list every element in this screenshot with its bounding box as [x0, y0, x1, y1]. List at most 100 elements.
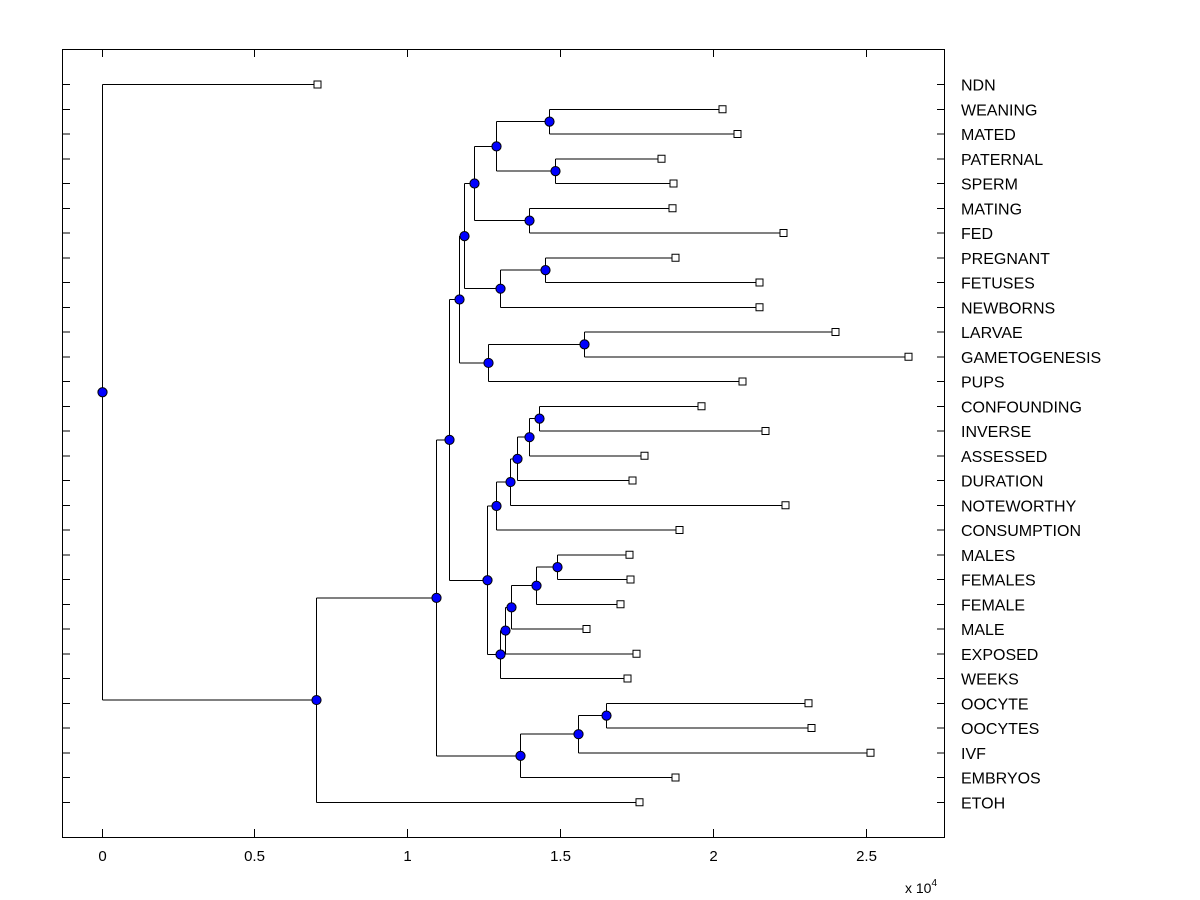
- leaf-marker-pups: [738, 377, 747, 386]
- leaf-label-inverse: INVERSE: [961, 424, 1031, 441]
- node-marker-n17: [552, 562, 563, 573]
- leaf-label-newborns: NEWBORNS: [961, 300, 1055, 317]
- leaf-label-oocytes: OOCYTES: [961, 721, 1039, 738]
- node-marker-n2: [550, 166, 561, 177]
- leaf-label-females: FEMALES: [961, 573, 1036, 590]
- leaf-marker-newborns: [755, 303, 764, 312]
- node-marker-n14: [512, 453, 523, 464]
- node-marker-n12: [534, 413, 545, 424]
- leaf-label-ndn: NDN: [961, 78, 996, 95]
- leaf-marker-exposed: [632, 649, 641, 658]
- leaf-marker-embryos: [671, 773, 680, 782]
- node-marker-n16: [491, 500, 502, 512]
- leaf-marker-ivf: [866, 748, 875, 757]
- leaf-marker-males: [625, 550, 634, 559]
- leaf-label-exposed: EXPOSED: [961, 647, 1038, 664]
- leaf-marker-sperm: [669, 179, 678, 188]
- leaf-label-assessed: ASSESSED: [961, 449, 1047, 466]
- leaf-marker-weaning: [718, 105, 727, 114]
- node-marker-n24: [601, 710, 612, 721]
- leaf-label-sperm: SPERM: [961, 177, 1018, 194]
- node-marker-n7: [495, 283, 506, 294]
- node-marker-n10: [483, 357, 494, 369]
- leaf-marker-females: [626, 575, 635, 584]
- leaf-marker-oocytes: [807, 724, 816, 732]
- node-marker-n29: [97, 387, 108, 398]
- leaf-label-mating: MATING: [961, 201, 1022, 218]
- x-tick-label: 2: [709, 848, 717, 865]
- leaf-marker-gametogenesis: [904, 352, 913, 361]
- node-marker-n11: [454, 294, 465, 305]
- x-tick-label: 0: [98, 848, 106, 865]
- leaf-label-embryos: EMBRYOS: [961, 771, 1041, 788]
- leaf-marker-male: [582, 625, 591, 633]
- leaf-label-gametogenesis: GAMETOGENESIS: [961, 350, 1101, 367]
- plot-frame: [62, 49, 945, 838]
- leaf-label-males: MALES: [961, 548, 1015, 565]
- leaf-label-fetuses: FETUSES: [961, 276, 1035, 293]
- leaf-marker-ndn: [313, 80, 322, 89]
- leaf-marker-pregnant: [671, 253, 680, 262]
- node-marker-n15: [505, 476, 516, 488]
- x-tick-label: 0.5: [244, 848, 265, 865]
- node-marker-n22: [482, 575, 493, 586]
- leaf-label-pups: PUPS: [961, 375, 1005, 392]
- leaf-marker-assessed: [640, 451, 649, 460]
- leaf-label-fed: FED: [961, 226, 993, 243]
- leaf-marker-mated: [733, 130, 742, 138]
- leaf-label-etoh: ETOH: [961, 795, 1005, 812]
- node-marker-n8: [459, 230, 470, 242]
- leaf-marker-inverse: [761, 427, 770, 435]
- node-marker-n26: [515, 750, 526, 761]
- x-tick-label: 1.5: [550, 848, 571, 865]
- node-marker-n20: [500, 625, 511, 636]
- leaf-label-mated: MATED: [961, 127, 1016, 144]
- x-tick-label: 1: [403, 848, 411, 865]
- node-marker-n23: [444, 434, 455, 445]
- leaf-label-weaning: WEANING: [961, 102, 1037, 119]
- node-marker-n5: [469, 178, 480, 189]
- node-marker-n25: [573, 729, 584, 740]
- leaf-label-oocyte: OOCYTE: [961, 696, 1029, 713]
- node-marker-n18: [531, 580, 542, 591]
- node-marker-n9: [579, 339, 590, 350]
- leaf-marker-consumption: [675, 526, 684, 534]
- leaf-marker-fetuses: [755, 278, 764, 287]
- node-marker-n28: [311, 694, 322, 706]
- node-marker-n21: [495, 649, 506, 660]
- leaf-label-larvae: LARVAE: [961, 325, 1023, 342]
- leaf-marker-mating: [668, 204, 677, 213]
- dendrogram-markers: [97, 80, 913, 807]
- node-marker-n3: [491, 141, 502, 152]
- leaf-marker-etoh: [635, 798, 644, 807]
- leaf-labels: NDN WEANING MATED PATERNAL SPERM MATING FED PRE…: [961, 78, 1101, 813]
- leaf-label-paternal: PATERNAL: [961, 152, 1043, 169]
- leaf-label-ivf: IVF: [961, 746, 986, 763]
- x-scale-label: x 104: [905, 878, 937, 896]
- leaf-label-noteworthy: NOTEWORTHY: [961, 498, 1077, 515]
- leaf-label-consumption: CONSUMPTION: [961, 523, 1081, 540]
- leaf-tick-marks: [62, 84, 945, 803]
- leaf-marker-fed: [779, 229, 788, 237]
- x-tick-label: 2.5: [856, 848, 877, 865]
- leaf-label-pregnant: PREGNANT: [961, 251, 1050, 268]
- leaf-marker-paternal: [657, 154, 666, 163]
- leaf-label-male: MALE: [961, 622, 1005, 639]
- node-marker-n13: [524, 432, 535, 443]
- node-marker-n27: [431, 592, 442, 603]
- leaf-marker-weeks: [623, 674, 632, 683]
- leaf-marker-larvae: [831, 328, 840, 336]
- leaf-marker-noteworthy: [781, 501, 790, 510]
- leaf-marker-confounding: [697, 402, 706, 411]
- leaf-marker-oocyte: [804, 699, 813, 708]
- leaf-label-weeks: WEEKS: [961, 672, 1019, 689]
- leaf-label-female: FEMALE: [961, 597, 1025, 614]
- x-axis-ticks: 0 0.5 1 1.5 2 2.5: [98, 49, 877, 865]
- leaf-label-duration: DURATION: [961, 474, 1043, 491]
- node-marker-n1: [544, 116, 555, 127]
- node-marker-n6: [540, 265, 551, 276]
- node-marker-n19: [506, 602, 517, 613]
- node-marker-n4: [524, 215, 535, 226]
- leaf-marker-female: [616, 600, 625, 609]
